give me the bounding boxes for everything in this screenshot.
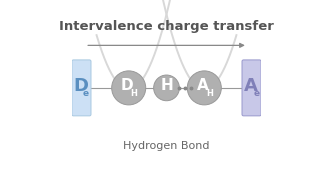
- Text: Intervalence charge transfer: Intervalence charge transfer: [59, 20, 274, 33]
- Text: Hydrogen Bond: Hydrogen Bond: [123, 141, 210, 150]
- FancyBboxPatch shape: [72, 60, 91, 116]
- Ellipse shape: [112, 71, 146, 105]
- Text: A: A: [244, 77, 258, 95]
- FancyBboxPatch shape: [242, 60, 261, 116]
- Ellipse shape: [154, 75, 179, 101]
- Text: D: D: [73, 77, 88, 95]
- Text: e: e: [83, 89, 89, 98]
- Text: H: H: [206, 89, 213, 98]
- Text: A: A: [197, 78, 209, 93]
- Ellipse shape: [187, 71, 221, 105]
- Text: H: H: [131, 89, 138, 98]
- Text: D: D: [121, 78, 134, 93]
- Text: H: H: [160, 78, 173, 94]
- Text: e: e: [253, 89, 259, 98]
